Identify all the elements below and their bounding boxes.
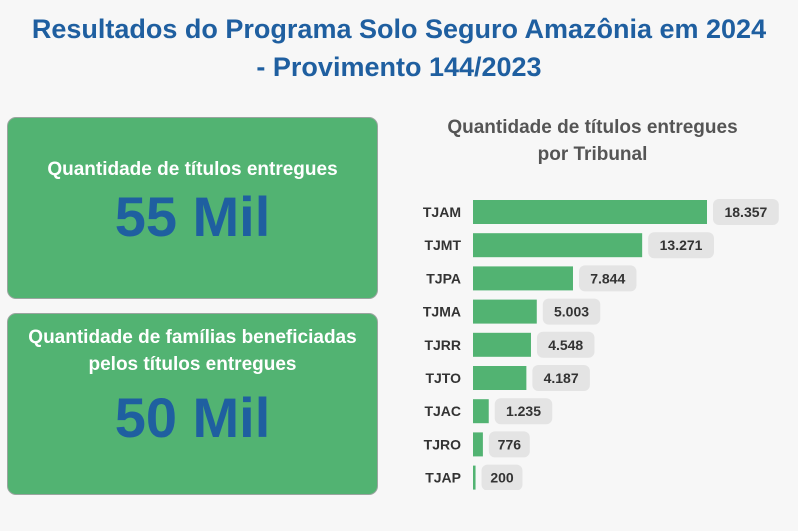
bar <box>473 332 531 357</box>
bar <box>473 432 483 457</box>
kpi-card-titles: Quantidade de títulos entregues 55 Mil <box>7 117 378 299</box>
category-label: TJTO <box>425 370 461 386</box>
data-label: 5.003 <box>554 304 589 320</box>
kpi-label-titles: Quantidade de títulos entregues <box>47 159 338 180</box>
chart-title: Quantidade de títulos entregues por Trib… <box>410 114 775 168</box>
chart-title-line2: por Tribunal <box>537 144 648 165</box>
data-label: 1.235 <box>506 403 541 419</box>
data-label: 200 <box>490 470 514 486</box>
data-label-background <box>481 464 523 490</box>
bar <box>473 366 527 390</box>
page-title-line2: - Provimento 144/2023 <box>256 52 542 82</box>
data-label: 13.271 <box>660 237 703 253</box>
data-label: 4.548 <box>548 337 583 353</box>
kpi-value-families: 50 Mil <box>114 386 271 449</box>
category-label: TJMA <box>423 304 461 320</box>
chart-title-line1: Quantidade de títulos entregues <box>447 117 738 138</box>
data-label-background <box>488 431 530 458</box>
data-label-background <box>648 232 714 259</box>
bar-chart: TJAM 18.357 TJMT 13.271 TJPA 7.844 TJMA 5.003 TJ… <box>423 199 779 490</box>
kpi-card-families: Quantidade de famílias beneficiadas pelo… <box>7 313 378 495</box>
bar <box>473 399 489 424</box>
data-label-background <box>542 298 601 325</box>
category-label: TJPA <box>426 270 461 286</box>
page-title-line1: Resultados do Programa Solo Seguro Amazô… <box>31 14 767 44</box>
category-label: TJAC <box>424 403 461 419</box>
data-label-background <box>494 398 553 425</box>
data-label-background <box>713 199 779 225</box>
kpi-value-titles: 55 Mil <box>114 185 271 248</box>
bar <box>473 200 707 224</box>
data-label: 7.844 <box>590 270 625 286</box>
category-label: TJRO <box>424 436 461 452</box>
data-label-background <box>532 365 590 391</box>
data-label: 18.357 <box>724 204 767 220</box>
bar <box>473 299 537 324</box>
category-label: TJMT <box>424 237 461 253</box>
page-title: Resultados do Programa Solo Seguro Amazô… <box>0 10 798 86</box>
kpi-label-families-line1: Quantidade de famílias beneficiadas <box>28 327 357 348</box>
bar <box>473 266 573 291</box>
kpi-label-families-line2: pelos títulos entregues <box>88 354 297 375</box>
bar <box>473 465 476 490</box>
data-label-background <box>578 265 637 292</box>
bar <box>473 233 643 258</box>
category-label: TJRR <box>424 337 461 353</box>
category-label: TJAP <box>425 470 461 486</box>
category-label: TJAM <box>423 204 461 220</box>
data-label: 776 <box>498 436 522 452</box>
data-label-background <box>536 331 595 358</box>
kpi-label-families: Quantidade de famílias beneficiadas pelo… <box>8 324 377 378</box>
data-label: 4.187 <box>544 370 579 386</box>
